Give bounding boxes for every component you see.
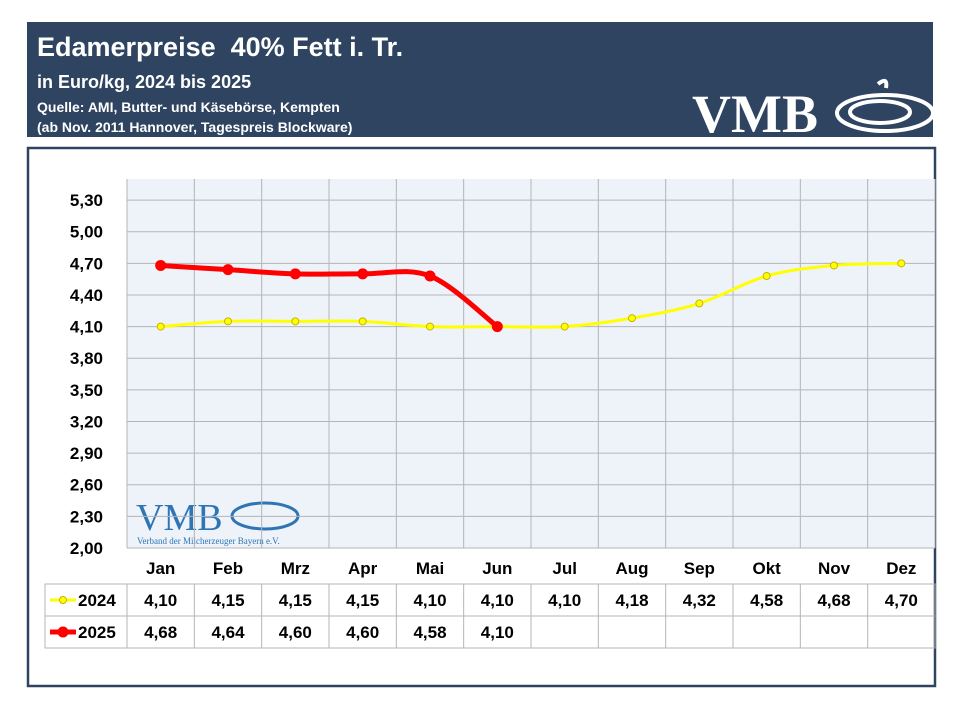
table-value: 4,58: [750, 591, 783, 610]
watermark: VMB: [136, 497, 223, 539]
table-value: 4,60: [346, 623, 379, 642]
x-tick-label: Jun: [482, 559, 512, 578]
table-value: 4,10: [481, 623, 514, 642]
y-tick-label: 4,70: [70, 254, 103, 273]
data-point: [426, 322, 434, 331]
table-value: 4,60: [279, 623, 312, 642]
table-value: 4,10: [548, 591, 581, 610]
data-point: [357, 268, 369, 280]
title: Edamerpreise 40% Fett i. Tr.: [37, 32, 403, 62]
data-point: [897, 259, 906, 268]
header-band: [27, 22, 933, 137]
table-value: 4,15: [346, 591, 379, 610]
x-tick-label: Jul: [552, 559, 577, 578]
table-value: 4,18: [615, 591, 648, 610]
x-tick-label: Dez: [886, 559, 916, 578]
data-point: [628, 314, 636, 323]
logo-swirl: [835, 78, 935, 133]
data-point: [762, 271, 771, 280]
data-point: [289, 268, 301, 280]
legend-marker: [57, 626, 69, 638]
x-tick-label: Apr: [348, 559, 378, 578]
x-tick-label: Jan: [146, 559, 175, 578]
table-value: 4,68: [817, 591, 850, 610]
table-value: 4,10: [481, 591, 514, 610]
y-tick-label: 4,10: [70, 318, 103, 337]
series-line: [160, 261, 902, 329]
data-point: [156, 322, 165, 331]
subtitle: in Euro/kg, 2024 bis 2025: [37, 72, 251, 92]
y-tick-label: 3,50: [70, 381, 103, 400]
x-tick-label: Nov: [818, 559, 851, 578]
data-point: [291, 317, 300, 326]
y-tick-label: 5,00: [70, 223, 103, 242]
table-value: 4,10: [413, 591, 446, 610]
x-tick-label: Okt: [752, 559, 781, 578]
data-point: [830, 261, 838, 270]
legend-label: 2025: [78, 623, 116, 642]
data-point: [222, 264, 234, 276]
x-tick-label: Aug: [615, 559, 648, 578]
data-point: [358, 317, 367, 326]
y-tick-label: 2,60: [70, 476, 103, 495]
x-tick-label: Feb: [213, 559, 243, 578]
y-tick-label: 2,90: [70, 444, 103, 463]
x-tick-label: Mrz: [281, 559, 310, 578]
y-tick-label: 2,00: [70, 539, 103, 558]
table-value: 4,15: [211, 591, 244, 610]
x-tick-label: Sep: [684, 559, 715, 578]
data-point: [491, 321, 503, 333]
table-value: 4,64: [211, 623, 245, 642]
data-point: [155, 259, 167, 271]
source: Quelle: AMI, Butter- und Käsebörse, Kemp…: [37, 99, 340, 115]
y-tick-label: 2,30: [70, 507, 103, 526]
table-value: 4,58: [413, 623, 446, 642]
watermark-caption: Verband der Milcherzeuger Bayern e.V.: [137, 536, 280, 546]
table-value: 4,32: [683, 591, 716, 610]
y-tick-label: 3,80: [70, 349, 103, 368]
data-point: [560, 322, 569, 331]
note: (ab Nov. 2011 Hannover, Tagespreis Block…: [37, 119, 352, 135]
logo: VMB: [692, 84, 818, 144]
data-point: [695, 299, 704, 308]
y-tick-label: 4,40: [70, 286, 103, 305]
legend-label: 2024: [78, 591, 116, 610]
table-value: 4,70: [885, 591, 918, 610]
y-tick-label: 5,30: [70, 191, 103, 210]
table-value: 4,68: [144, 623, 177, 642]
x-tick-label: Mai: [416, 559, 444, 578]
y-tick-label: 3,20: [70, 412, 103, 431]
data-point: [424, 270, 436, 282]
table-value: 4,10: [144, 591, 177, 610]
data-point: [224, 317, 232, 326]
legend-marker: [59, 596, 67, 604]
table-value: 4,15: [279, 591, 312, 610]
